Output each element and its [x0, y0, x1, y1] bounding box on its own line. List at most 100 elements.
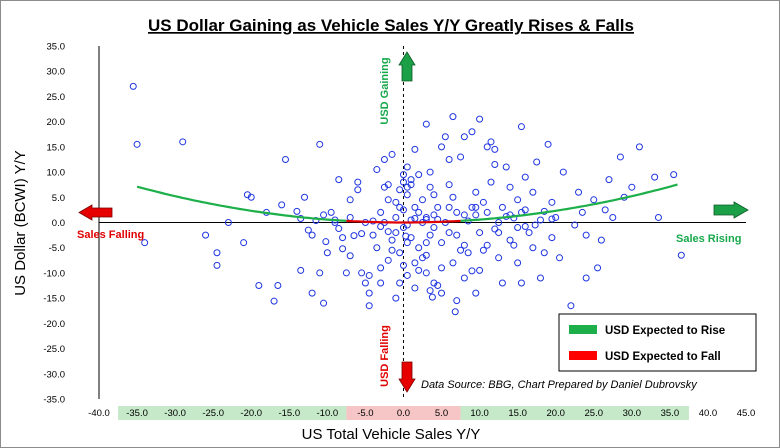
scatter-point [323, 249, 331, 257]
scatter-point [578, 208, 586, 216]
scatter-point [491, 225, 499, 233]
scatter-point [365, 271, 373, 279]
scatter-point [449, 113, 457, 121]
scatter-point [377, 208, 385, 216]
y-tick-label: 5.0 [52, 193, 65, 204]
scatter-point [129, 82, 137, 90]
scatter-point [422, 120, 430, 128]
scatter-point [472, 211, 480, 219]
scatter-point [430, 224, 438, 232]
scatter-point [548, 215, 556, 223]
x-tick-labels: -40.0 -35.0 -30.0 -25.0 -20.0 -15.0 -10.0 -5.0 0… [88, 408, 755, 419]
scatter-points [129, 82, 685, 316]
scatter-point [654, 213, 662, 221]
scatter-point [548, 234, 556, 242]
y-tick-label: 0.0 [52, 218, 65, 229]
legend-box [558, 313, 757, 372]
scatter-point [358, 230, 366, 238]
scatter-point [453, 231, 461, 239]
scatter-point [506, 183, 514, 191]
scatter-point [402, 232, 410, 240]
scatter-point [380, 155, 388, 163]
x-tick-label: 20.0 [546, 408, 565, 419]
scatter-point [514, 196, 522, 204]
scatter-point [426, 287, 434, 295]
scatter-point [399, 261, 407, 269]
scatter-point [202, 231, 210, 239]
scatter-point [468, 203, 476, 211]
scatter-point [320, 299, 328, 307]
x-band-1 [346, 406, 461, 420]
x-tick-label: -40.0 [88, 408, 110, 419]
scatter-point [392, 294, 400, 302]
scatter-point [514, 259, 522, 267]
scatter-point [426, 168, 434, 176]
scatter-point [411, 259, 419, 267]
scatter-point [392, 198, 400, 206]
scatter-point [609, 213, 617, 221]
scatter-point [388, 246, 396, 254]
scatter-point [388, 236, 396, 244]
scatter-point [430, 191, 438, 199]
x-tick-label: 10.0 [470, 408, 489, 419]
scatter-point [407, 176, 415, 184]
scatter-point [514, 224, 522, 232]
scatter-point [445, 203, 453, 211]
scatter-point [495, 229, 503, 237]
legend-label-rise: USD Expected to Rise [605, 325, 725, 337]
scatter-point [301, 193, 309, 201]
y-tick-labels: 35.0 30.0 25.0 20.0 15.0 10.0 5.0 0.0 -5.0 -10.0 -… [43, 42, 65, 406]
scatter-point [316, 140, 324, 148]
scatter-point [396, 249, 404, 257]
scatter-point [453, 297, 461, 305]
scatter-point [498, 279, 506, 287]
scatter-point [479, 246, 487, 254]
scatter-point [426, 183, 434, 191]
scatter-point [411, 145, 419, 153]
scatter-point [426, 231, 434, 239]
scatter-point [476, 266, 484, 274]
scatter-point [651, 173, 659, 181]
scatter-point [369, 231, 377, 239]
data-source-label: Data Source: BBG, Chart Prepared by Dani… [421, 379, 698, 391]
scatter-point [358, 269, 366, 277]
scatter-point [441, 133, 449, 141]
scatter-point [373, 244, 381, 252]
scatter-point [677, 251, 685, 259]
x-axis-title: US Total Vehicle Sales Y/Y [302, 426, 481, 443]
legend-label-fall: USD Expected to Fall [605, 351, 721, 363]
scatter-point [594, 264, 602, 272]
scatter-point [571, 221, 579, 229]
fit-curve-left [136, 185, 347, 222]
scatter-point [438, 143, 446, 151]
scatter-point [434, 203, 442, 211]
scatter-point [141, 239, 149, 247]
scatter-point [415, 208, 423, 216]
scatter-point [451, 308, 459, 316]
scatter-point [396, 203, 404, 211]
scatter-point [531, 221, 539, 229]
scatter-point [304, 226, 312, 234]
scatter-point [460, 133, 468, 141]
scatter-point [590, 196, 598, 204]
scatter-point [403, 191, 411, 199]
scatter-point [411, 203, 419, 211]
scatter-point [487, 138, 495, 146]
scatter-point [491, 161, 499, 169]
scatter-point [346, 196, 354, 204]
scatter-point [377, 264, 385, 272]
scatter-point [495, 219, 503, 226]
scatter-point [240, 239, 248, 247]
scatter-point [438, 239, 446, 247]
x-tick-label: 35.0 [661, 408, 680, 419]
scatter-point [605, 176, 613, 184]
scatter-point [415, 244, 423, 252]
scatter-point [472, 203, 480, 211]
scatter-point [449, 259, 457, 267]
scatter-point [468, 128, 476, 136]
scatter-point [616, 153, 624, 161]
scatter-point [487, 178, 495, 186]
scatter-point [312, 216, 320, 224]
y-tick-label: 15.0 [47, 142, 66, 153]
